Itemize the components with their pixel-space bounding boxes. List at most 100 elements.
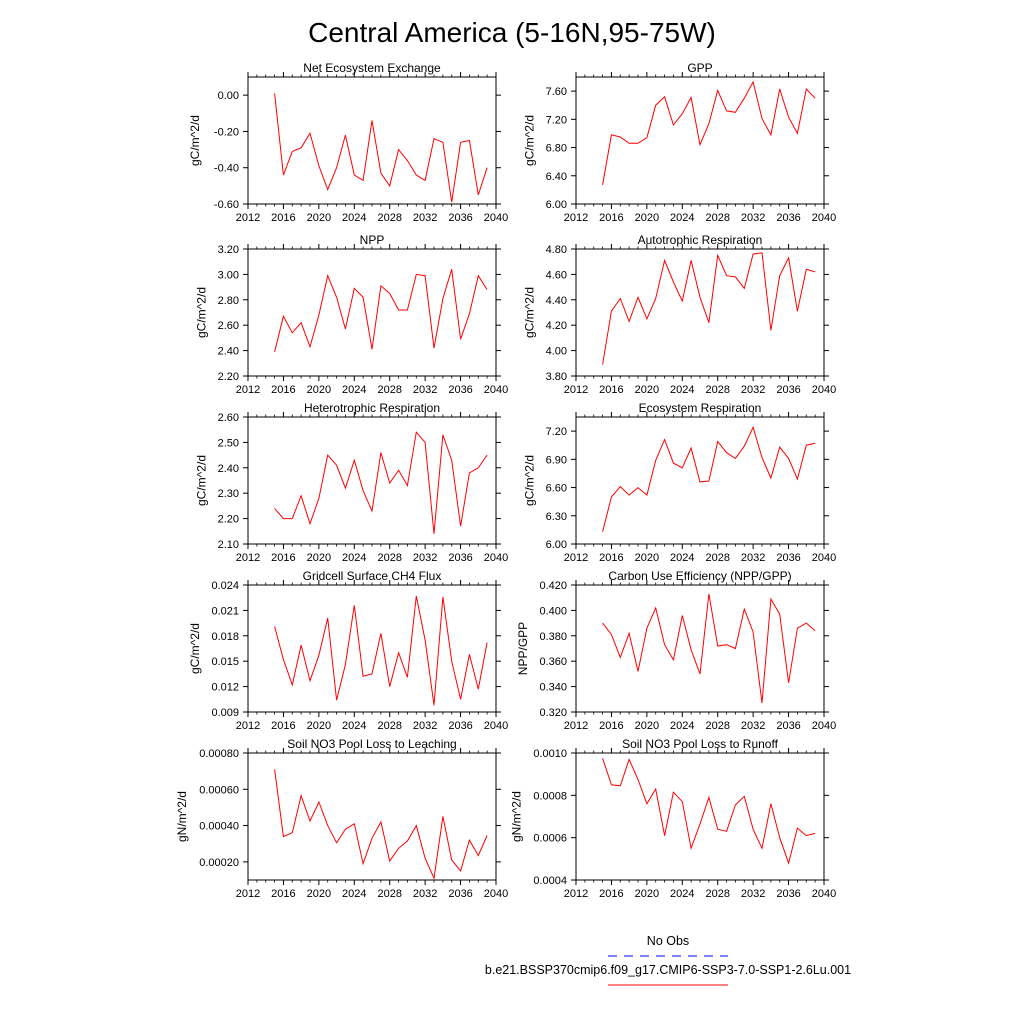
panel-soil-no3-pool-loss-to-leaching: Soil NO3 Pool Loss to Leaching 2012 2016 20… — [175, 737, 508, 900]
panel-title: NPP — [360, 233, 385, 247]
x-tick-label: 2036 — [776, 888, 800, 900]
y-tick-label: 0.00040 — [199, 821, 239, 833]
x-tick-label: 2032 — [741, 888, 765, 900]
panel-autotrophic-respiration: Autotrophic Respiration 2012 2016 2020 2024 2… — [522, 233, 836, 396]
y-axis-label: gC/m^2/d — [188, 115, 202, 166]
y-tick-label: 7.20 — [546, 426, 567, 438]
y-tick-label: 0.380 — [539, 631, 567, 643]
panel-heterotrophic-respiration: Heterotrophic Respiration 2012 2016 2020 202… — [194, 401, 508, 564]
panel-gridcell-surface-ch4-flux: Gridcell Surface CH4 Flux 2012 2016 2020 202… — [188, 569, 508, 732]
x-tick-label: 2024 — [670, 720, 694, 732]
y-tick-label: 0.420 — [539, 580, 567, 592]
x-tick-label: 2012 — [564, 552, 588, 564]
y-tick-label: 6.00 — [546, 539, 567, 551]
y-axis-label: gC/m^2/d — [522, 287, 536, 338]
x-tick-label: 2012 — [236, 212, 260, 224]
panel-carbon-use-efficiency-npp-gpp: Carbon Use Efficiency (NPP/GPP) 2012 2016 2… — [516, 569, 836, 732]
x-tick-label: 2016 — [271, 212, 295, 224]
y-tick-label: 6.30 — [546, 511, 567, 523]
y-tick-label: 7.20 — [546, 114, 567, 126]
y-tick-label: 2.60 — [218, 412, 239, 424]
y-tick-label: 6.00 — [546, 199, 567, 211]
x-tick-label: 2020 — [635, 888, 659, 900]
x-tick-label: 2036 — [448, 552, 472, 564]
x-tick-label: 2024 — [670, 212, 694, 224]
y-tick-label: 2.20 — [218, 371, 239, 383]
x-tick-label: 2024 — [342, 552, 366, 564]
y-tick-label: 2.80 — [218, 295, 239, 307]
y-tick-label: 2.40 — [218, 346, 239, 358]
y-axis-label: gC/m^2/d — [522, 455, 536, 506]
plot-frame — [247, 752, 497, 881]
x-tick-label: 2028 — [705, 552, 729, 564]
x-tick-label: 2016 — [271, 552, 295, 564]
y-tick-label: 2.50 — [218, 437, 239, 449]
x-tick-label: 2040 — [484, 552, 508, 564]
x-tick-label: 2020 — [635, 720, 659, 732]
y-tick-label: 0.0010 — [533, 748, 567, 760]
y-axis-label: gC/m^2/d — [522, 115, 536, 166]
legend: No Obs b.e21.BSSP370cmip6.f09_g17.CMIP6-… — [485, 934, 851, 986]
x-tick-label: 2020 — [307, 552, 331, 564]
x-tick-label: 2028 — [705, 720, 729, 732]
x-tick-label: 2040 — [812, 720, 836, 732]
x-tick-label: 2020 — [307, 720, 331, 732]
x-tick-label: 2028 — [377, 552, 401, 564]
y-axis-label: gC/m^2/d — [188, 623, 202, 674]
y-tick-label: 6.90 — [546, 454, 567, 466]
x-tick-label: 2040 — [812, 212, 836, 224]
y-tick-label: 0.00020 — [199, 857, 239, 869]
x-tick-label: 2020 — [307, 384, 331, 396]
y-tick-label: 0.00060 — [199, 784, 239, 796]
x-tick-label: 2036 — [448, 720, 472, 732]
x-tick-label: 2028 — [377, 888, 401, 900]
y-tick-label: 0.320 — [539, 707, 567, 719]
x-tick-label: 2016 — [599, 552, 623, 564]
y-tick-label: 2.20 — [218, 514, 239, 526]
y-tick-label: 0.015 — [211, 656, 239, 668]
x-tick-label: 2016 — [599, 212, 623, 224]
y-tick-label: 0.0004 — [533, 875, 567, 887]
y-tick-label: 2.10 — [218, 539, 239, 551]
y-tick-label: 6.60 — [546, 483, 567, 495]
plot-frame — [247, 248, 497, 377]
figure-title: Central America (5-16N,95-75W) — [308, 17, 716, 48]
y-tick-label: 6.80 — [546, 143, 567, 155]
x-tick-label: 2040 — [484, 212, 508, 224]
panel-title: Ecosystem Respiration — [639, 401, 762, 415]
x-tick-label: 2024 — [342, 384, 366, 396]
x-tick-label: 2012 — [236, 384, 260, 396]
legend-label-no-obs: No Obs — [647, 934, 689, 948]
x-tick-label: 2012 — [236, 720, 260, 732]
x-tick-label: 2028 — [705, 888, 729, 900]
plot-frame — [575, 76, 825, 205]
x-tick-label: 2012 — [564, 384, 588, 396]
y-tick-label: 0.360 — [539, 656, 567, 668]
series-line — [602, 80, 816, 186]
x-tick-label: 2020 — [635, 384, 659, 396]
y-tick-label: 4.40 — [546, 295, 567, 307]
y-tick-label: 0.009 — [211, 707, 239, 719]
y-tick-label: 0.400 — [539, 605, 567, 617]
x-tick-label: 2028 — [377, 212, 401, 224]
series-line — [274, 431, 488, 534]
y-tick-label: 6.40 — [546, 171, 567, 183]
panel-net-ecosystem-exchange: Net Ecosystem Exchange 2012 2016 2020 2024 20… — [188, 61, 508, 224]
x-tick-label: 2016 — [271, 720, 295, 732]
y-tick-label: 2.30 — [218, 488, 239, 500]
x-tick-label: 2024 — [342, 720, 366, 732]
x-tick-label: 2040 — [484, 384, 508, 396]
panel-npp: NPP 2012 2016 2020 2024 2028 2032 2036 2040 2.20 2… — [194, 233, 508, 396]
panel-title: Soil NO3 Pool Loss to Leaching — [287, 737, 456, 751]
x-tick-label: 2040 — [812, 888, 836, 900]
x-tick-label: 2036 — [776, 212, 800, 224]
y-tick-label: 0.012 — [211, 682, 239, 694]
panel-soil-no3-pool-loss-to-runoff: Soil NO3 Pool Loss to Runoff 2012 2016 2020… — [510, 737, 837, 900]
y-tick-label: -0.20 — [214, 126, 239, 138]
x-tick-label: 2028 — [377, 384, 401, 396]
plot-frame — [247, 416, 497, 545]
x-tick-label: 2012 — [564, 888, 588, 900]
x-tick-label: 2020 — [635, 552, 659, 564]
x-tick-label: 2016 — [271, 384, 295, 396]
